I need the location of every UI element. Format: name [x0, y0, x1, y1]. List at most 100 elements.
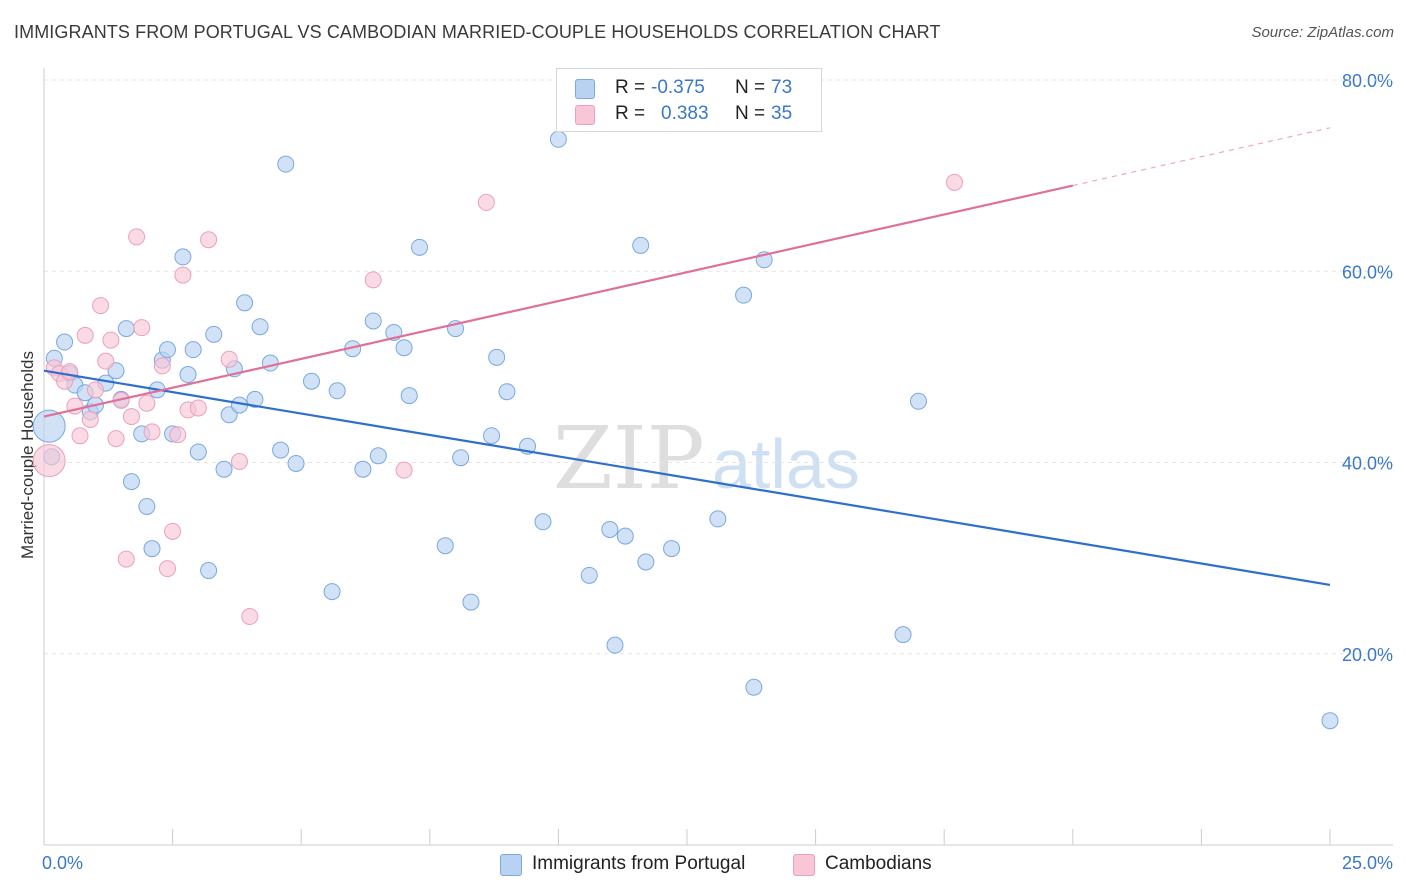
portugal-point — [735, 286, 753, 304]
cambodians-point — [220, 350, 238, 368]
legend-label: Cambodians — [825, 853, 932, 874]
y-tick-label: 40.0% — [1342, 454, 1393, 474]
portugal-point — [277, 155, 295, 173]
portugal-point — [246, 390, 264, 408]
portugal-swatch — [575, 79, 595, 99]
cambodians-point — [945, 173, 963, 191]
n-value: 35 — [771, 103, 793, 124]
cambodians-point — [395, 461, 413, 479]
cambodians-point — [128, 228, 146, 246]
cambodians-point — [153, 357, 171, 375]
portugal-point — [745, 678, 763, 696]
portugal-point — [601, 520, 619, 538]
cambodians-point — [117, 550, 135, 568]
portugal-point — [400, 387, 418, 405]
cambodians-point — [92, 297, 110, 315]
r-value: -0.375 — [651, 77, 705, 98]
portugal-point — [354, 460, 372, 478]
portugal-point — [909, 392, 927, 410]
cambodians-point — [364, 271, 382, 289]
portugal-point — [452, 449, 470, 467]
portugal-swatch — [500, 854, 522, 876]
cambodians-point — [230, 453, 248, 471]
n-label: N = — [735, 77, 766, 98]
portugal-point — [632, 236, 650, 254]
portugal-point — [205, 325, 223, 343]
cambodians-swatch — [575, 105, 595, 125]
cambodians-point — [158, 560, 176, 578]
portugal-point — [215, 460, 233, 478]
portugal-point — [174, 248, 192, 266]
cambodians-point — [241, 607, 259, 625]
portugal-point — [411, 238, 429, 256]
y-tick-label: 60.0% — [1342, 262, 1393, 282]
cambodians-point — [32, 444, 66, 478]
portugal-point — [436, 537, 454, 555]
cambodians-point — [122, 408, 140, 426]
cambodians-trend-extension — [1072, 127, 1331, 187]
portugal-point — [56, 333, 74, 351]
x-tick-label: 25.0% — [1342, 853, 1393, 873]
portugal-point — [637, 553, 655, 571]
portugal-point — [272, 441, 290, 459]
portugal-point — [580, 566, 598, 584]
portugal-point — [138, 497, 156, 515]
cambodians-point — [143, 423, 161, 441]
portugal-trend-line — [43, 369, 1331, 586]
portugal-point — [364, 312, 382, 330]
portugal-point — [498, 383, 516, 401]
y-tick-label: 20.0% — [1342, 645, 1393, 665]
cambodians-swatch — [793, 854, 815, 876]
cambodians-point — [86, 381, 104, 399]
portugal-point — [616, 527, 634, 545]
cambodians-point — [107, 430, 125, 448]
portugal-point — [179, 366, 197, 384]
r-label: R = — [615, 103, 646, 124]
cambodians-point — [102, 331, 120, 349]
cambodians-point — [477, 193, 495, 211]
portugal-point — [606, 636, 624, 654]
cambodians-point — [164, 522, 182, 540]
cambodians-point — [189, 399, 207, 417]
r-value: 0.383 — [661, 103, 709, 124]
chart-title: IMMIGRANTS FROM PORTUGAL VS CAMBODIAN MA… — [14, 22, 941, 42]
cambodians-point — [169, 426, 187, 444]
cambodians-trend-line — [43, 184, 1074, 418]
portugal-point — [251, 318, 269, 336]
cambodians-point — [200, 231, 218, 249]
cambodians-point — [133, 319, 151, 337]
cambodians-point — [138, 394, 156, 412]
portugal-point — [488, 348, 506, 366]
portugal-point — [328, 382, 346, 400]
portugal-point — [483, 427, 501, 445]
portugal-point — [117, 320, 135, 338]
portugal-point — [894, 626, 912, 644]
portugal-point — [287, 454, 305, 472]
portugal-point — [302, 372, 320, 390]
portugal-point — [709, 510, 727, 528]
legend-label: Immigrants from Portugal — [532, 853, 746, 874]
portugal-point — [323, 583, 341, 601]
correlation-legend: R = -0.375 N = 73 R = 0.383 N = 35 — [556, 68, 822, 132]
cambodians-point — [76, 326, 94, 344]
cambodians-point — [174, 266, 192, 284]
r-label: R = — [615, 77, 646, 98]
source-credit: Source: ZipAtlas.com — [1251, 24, 1394, 41]
watermark-atlas: atlas — [712, 425, 860, 503]
cambodians-point — [97, 352, 115, 370]
n-value: 73 — [771, 77, 793, 98]
portugal-point — [663, 540, 681, 558]
portugal-point — [1321, 712, 1339, 730]
portugal-point — [189, 443, 207, 461]
portugal-point — [32, 409, 66, 443]
portugal-point — [122, 473, 140, 491]
x-tick-label: 0.0% — [42, 853, 83, 873]
portugal-point — [143, 540, 161, 558]
n-label: N = — [735, 103, 766, 124]
portugal-point — [236, 294, 254, 312]
portugal-point — [549, 130, 567, 148]
portugal-point — [200, 562, 218, 580]
portugal-point — [395, 339, 413, 357]
cambodians-point — [71, 427, 89, 445]
